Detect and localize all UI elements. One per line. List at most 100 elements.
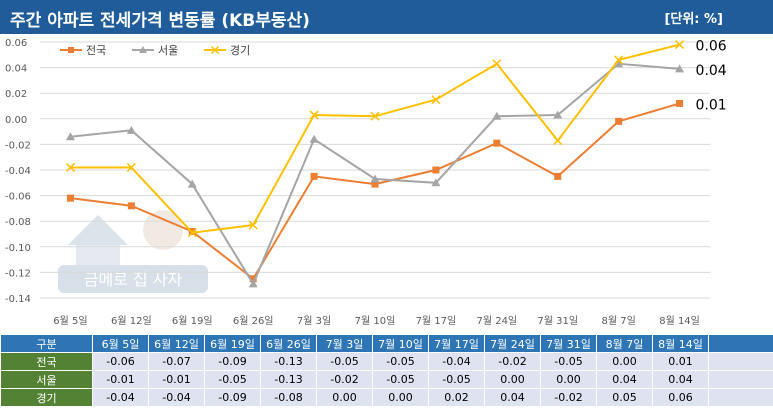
series-line-서울 bbox=[70, 62, 680, 287]
table-header-row: 구분 6월 5일 6월 12일 6월 19일 6월 26일 7월 3일 7월 1… bbox=[0, 334, 773, 353]
series-line-경기 bbox=[70, 43, 680, 234]
watermark-text: 금메로 집 사자 bbox=[84, 270, 183, 289]
table-cell: 0.05 bbox=[596, 388, 653, 407]
table-cell: -0.02 bbox=[540, 388, 597, 407]
data-point bbox=[309, 110, 319, 120]
table-cell: -0.04 bbox=[148, 388, 205, 407]
data-point bbox=[492, 111, 502, 120]
line-chart: 0.06 0.04 0.02 0.00 -0.02 -0.04 -0.06 -0.08 -0.1… bbox=[5, 38, 727, 327]
table-row: 경기 -0.04 -0.04 -0.09 -0.08 0.00 0.00 0.0… bbox=[0, 388, 773, 407]
data-point bbox=[126, 125, 136, 134]
y-tick-label: -0.02 bbox=[5, 140, 31, 151]
data-point bbox=[309, 134, 319, 143]
table-cell: 0.04 bbox=[484, 388, 541, 407]
data-point bbox=[431, 178, 441, 187]
table-cell: 0.04 bbox=[596, 370, 653, 389]
table-cell: 0.04 bbox=[652, 370, 709, 389]
table-col-header: 6월 19일 bbox=[204, 334, 261, 353]
table-row: 서울 -0.01 -0.01 -0.05 -0.13 -0.02 -0.05 -… bbox=[0, 370, 773, 389]
table-cell: 0.00 bbox=[596, 352, 653, 371]
data-point bbox=[614, 55, 624, 65]
unit-label: [단위: %] bbox=[664, 12, 723, 27]
table-col-header: 7월 17일 bbox=[428, 334, 485, 353]
data-point bbox=[676, 99, 684, 107]
data-point bbox=[431, 95, 441, 105]
table-cell: 0.06 bbox=[652, 388, 709, 407]
legend-marker bbox=[68, 47, 74, 53]
x-tick-label: 6월 19일 bbox=[172, 315, 213, 327]
x-tick-label: 6월 26일 bbox=[233, 315, 274, 327]
table-row-label: 전국 bbox=[0, 352, 93, 371]
data-point bbox=[493, 139, 501, 147]
data-point bbox=[675, 40, 685, 50]
y-tick-label: 0.04 bbox=[5, 64, 27, 75]
data-point bbox=[675, 64, 685, 73]
table-cell: -0.02 bbox=[484, 352, 541, 371]
data-point bbox=[554, 172, 562, 180]
series-line-전국 bbox=[70, 102, 680, 281]
x-tick-label: 8월 14일 bbox=[659, 315, 700, 327]
table-cell: -0.13 bbox=[260, 370, 317, 389]
y-tick-label: -0.04 bbox=[5, 166, 31, 177]
table-cell: -0.06 bbox=[92, 352, 149, 371]
chart-title: 주간 아파트 전세가격 변동률 (KB부동산) bbox=[10, 11, 310, 31]
y-tick-label: 0.00 bbox=[5, 115, 27, 126]
table-cell: 0.00 bbox=[316, 388, 373, 407]
data-point bbox=[614, 59, 624, 68]
data-table: 구분 6월 5일 6월 12일 6월 19일 6월 26일 7월 3일 7월 1… bbox=[0, 334, 773, 407]
table-cell: -0.08 bbox=[260, 388, 317, 407]
x-tick-label: 7월 24일 bbox=[476, 315, 517, 327]
y-tick-label: -0.10 bbox=[5, 243, 31, 254]
table-cell: -0.05 bbox=[428, 370, 485, 389]
x-tick-label: 7월 31일 bbox=[537, 315, 578, 327]
table-cell: 0.01 bbox=[652, 352, 709, 371]
table-col-header: 6월 12일 bbox=[148, 334, 205, 353]
data-point bbox=[492, 59, 502, 69]
legend-marker bbox=[139, 46, 147, 53]
table-cell: -0.01 bbox=[148, 370, 205, 389]
table-col-header: 7월 3일 bbox=[316, 334, 373, 353]
y-tick-label: -0.06 bbox=[5, 192, 31, 203]
y-tick-label: -0.08 bbox=[5, 217, 31, 228]
data-point bbox=[127, 202, 135, 210]
table-col-spacer bbox=[708, 334, 773, 353]
data-label: 0.06 bbox=[696, 39, 727, 55]
data-point bbox=[66, 194, 74, 202]
data-point bbox=[370, 174, 380, 183]
data-point bbox=[187, 179, 197, 188]
table-header-label: 구분 bbox=[0, 334, 93, 353]
data-point bbox=[615, 117, 623, 125]
table-cell: 0.00 bbox=[372, 388, 429, 407]
x-tick-label: 7월 10일 bbox=[355, 315, 396, 327]
data-point bbox=[126, 162, 136, 172]
house-roof-icon bbox=[68, 215, 128, 245]
data-point bbox=[432, 166, 440, 174]
table-col-header: 8월 14일 bbox=[652, 334, 709, 353]
y-tick-label: 0.06 bbox=[5, 38, 27, 49]
legend-label: 서울 bbox=[158, 44, 178, 57]
data-point bbox=[370, 111, 380, 121]
table-cell: -0.04 bbox=[92, 388, 149, 407]
x-tick-label: 6월 5일 bbox=[53, 315, 87, 327]
data-point bbox=[187, 228, 197, 238]
legend-label: 전국 bbox=[86, 44, 106, 57]
data-label: 0.04 bbox=[696, 63, 727, 79]
table-cell: -0.02 bbox=[316, 370, 373, 389]
table-cell-spacer bbox=[708, 388, 773, 407]
table-cell: 0.00 bbox=[540, 370, 597, 389]
data-point bbox=[248, 220, 258, 230]
table-col-header: 6월 5일 bbox=[92, 334, 149, 353]
table-cell: -0.01 bbox=[92, 370, 149, 389]
face-icon bbox=[143, 210, 183, 250]
data-point bbox=[371, 180, 379, 188]
table-row-label: 서울 bbox=[0, 370, 93, 389]
legend-marker bbox=[210, 45, 220, 55]
table-col-header: 6월 26일 bbox=[260, 334, 317, 353]
x-tick-label: 6월 12일 bbox=[111, 315, 152, 327]
table-col-header: 8월 7일 bbox=[596, 334, 653, 353]
data-point bbox=[248, 279, 258, 288]
house-body-icon bbox=[76, 245, 120, 275]
y-tick-label: -0.12 bbox=[5, 268, 31, 279]
table-cell: -0.05 bbox=[540, 352, 597, 371]
